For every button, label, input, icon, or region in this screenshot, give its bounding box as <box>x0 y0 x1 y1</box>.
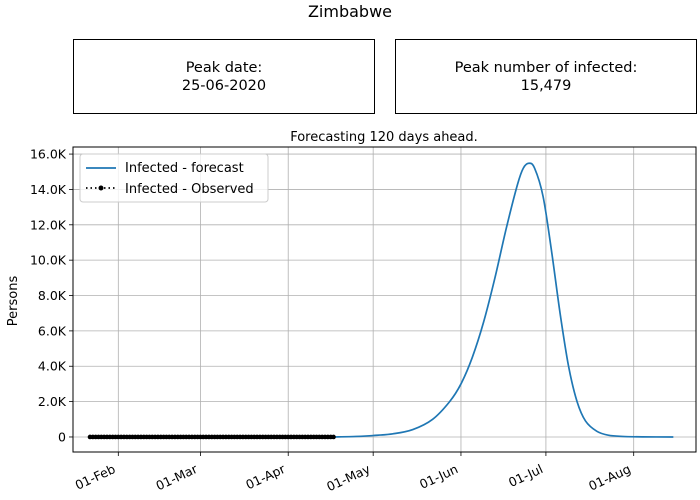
y-tick-label: 2.0K <box>38 394 67 409</box>
peak-date-box: Peak date: 25-06-2020 <box>73 39 375 114</box>
y-tick-label: 0 <box>58 429 66 444</box>
peak-infected-label: Peak number of infected: <box>454 59 638 76</box>
legend-frame <box>79 153 269 203</box>
x-tick-label: 01-Jul <box>506 461 545 490</box>
y-axis-label: Persons <box>6 276 21 327</box>
y-tick-label: 14.0K <box>30 182 67 197</box>
chart-subtitle: Forecasting 120 days ahead. <box>290 130 478 145</box>
observed-point <box>331 434 336 440</box>
peak-infected-box: Peak number of infected: 15,479 <box>395 39 697 114</box>
legend-observed-label: Infected - Observed <box>125 182 254 197</box>
legend-observed-marker <box>98 185 104 191</box>
y-tick-label: 4.0K <box>38 359 67 374</box>
peak-date-label: Peak date: <box>185 59 263 76</box>
y-tick-label: 8.0K <box>38 288 67 303</box>
y-tick-label: 12.0K <box>30 217 67 232</box>
x-tick-label: 01-Mar <box>153 461 200 494</box>
y-tick-label: 6.0K <box>38 323 67 338</box>
peak-date-value: 25-06-2020 <box>181 77 267 94</box>
x-tick-label: 01-Aug <box>586 461 633 493</box>
x-tick-label: 01-Apr <box>243 461 288 493</box>
series-layer <box>87 162 674 440</box>
y-tick-label: 16.0K <box>30 147 67 162</box>
legend: Infected - forecast Infected - Observed <box>79 153 269 203</box>
x-tick-label: 01-Feb <box>73 461 118 493</box>
x-tick-label: 01-Jun <box>417 461 460 492</box>
chart-main-title: Zimbabwe <box>307 2 393 21</box>
x-tick-label: 01-May <box>324 461 373 494</box>
legend-forecast-label: Infected - forecast <box>125 161 244 176</box>
forecast-line <box>333 162 674 438</box>
peak-infected-value: 15,479 <box>520 77 572 94</box>
plot-frame <box>72 146 697 453</box>
y-tick-label: 10.0K <box>30 253 67 268</box>
